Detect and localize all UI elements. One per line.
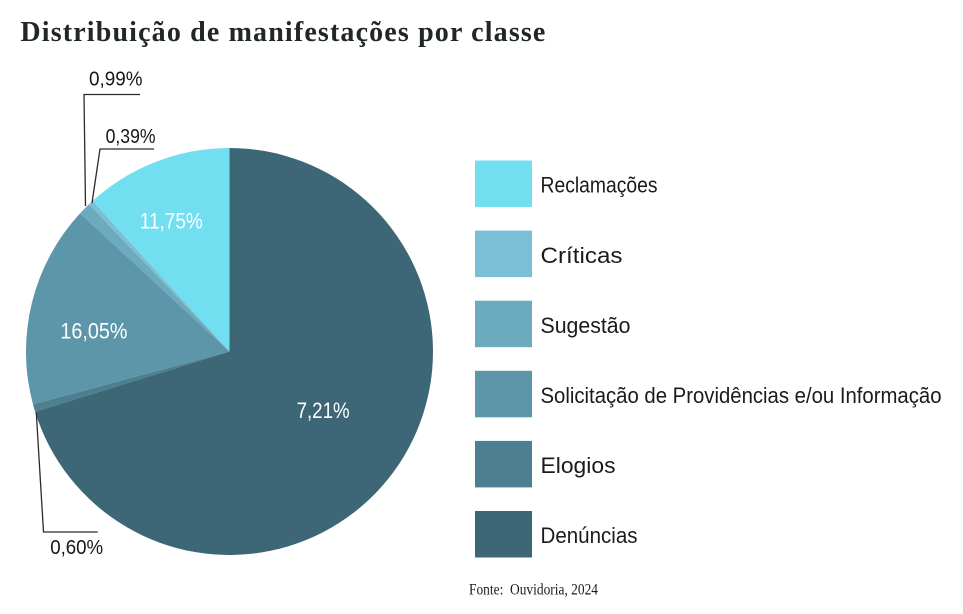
svg-text:7,21%: 7,21%: [297, 398, 350, 423]
svg-text:Reclamações: Reclamações: [541, 173, 658, 198]
svg-text:11,75%: 11,75%: [140, 209, 203, 234]
svg-text:Críticas: Críticas: [541, 243, 623, 268]
svg-text:0,60%: 0,60%: [50, 536, 103, 559]
svg-text:Solicitação de Providências e/: Solicitação de Providências e/ou Informa…: [541, 383, 942, 408]
svg-text:Sugestão: Sugestão: [541, 313, 631, 338]
svg-text:16,05%: 16,05%: [60, 319, 127, 344]
svg-text:Fonte: Ouvidoria, 2024: Fonte: Ouvidoria, 2024: [469, 581, 598, 598]
svg-text:Elogios: Elogios: [541, 453, 616, 478]
svg-text:0,99%: 0,99%: [89, 68, 143, 91]
svg-text:0,39%: 0,39%: [106, 125, 156, 148]
svg-text:Denúncias: Denúncias: [541, 523, 638, 548]
svg-text:Distribuição de manifestações: Distribuição de manifestações por classe: [20, 17, 546, 48]
